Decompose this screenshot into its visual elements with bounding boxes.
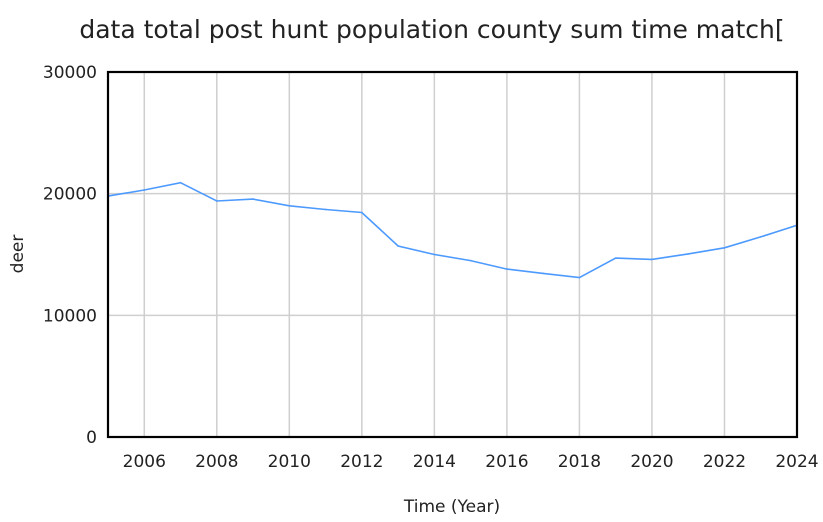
data-point (469, 259, 472, 262)
y-axis-label: deer (8, 235, 28, 274)
tick-layer: 2006 2008 2010 2012 2014 2016 2018 2020 2022 2024… (43, 63, 819, 472)
x-tick-label: 2020 (630, 452, 673, 472)
x-tick-label: 2012 (340, 452, 383, 472)
y-tick-label: 10000 (43, 306, 97, 326)
y-tick-label: 20000 (43, 185, 97, 205)
data-point (361, 211, 363, 214)
data-point (215, 200, 218, 202)
data-point (179, 181, 182, 184)
y-tick-label: 0 (86, 428, 97, 448)
data-point (542, 272, 544, 275)
x-tick-label: 2016 (485, 452, 528, 472)
data-point (651, 258, 653, 261)
data-point (578, 276, 581, 279)
y-tick-label: 30000 (43, 63, 97, 83)
x-tick-label: 2014 (413, 452, 456, 472)
x-tick-label: 2010 (268, 452, 311, 472)
x-axis-label: Time (Year) (403, 497, 500, 517)
data-point (433, 253, 436, 256)
grid-layer (108, 71, 798, 438)
data-point (759, 236, 762, 238)
data-point (723, 247, 726, 249)
x-tick-label: 2022 (703, 452, 746, 472)
data-point (506, 268, 508, 270)
plot-frame (106, 70, 799, 439)
chart-title: data total post hunt population county s… (79, 15, 784, 44)
x-tick-label: 2018 (558, 452, 601, 472)
data-point (252, 198, 254, 200)
data-point (288, 205, 291, 207)
data-point (143, 189, 146, 191)
data-point (397, 245, 399, 247)
series-line (107, 181, 798, 279)
data-point (687, 253, 690, 255)
data-point (324, 208, 327, 211)
x-tick-label: 2006 (123, 452, 166, 472)
x-tick-label: 2024 (775, 452, 818, 472)
x-tick-label: 2008 (195, 452, 238, 472)
data-point (614, 257, 617, 259)
series-layer (107, 181, 798, 279)
